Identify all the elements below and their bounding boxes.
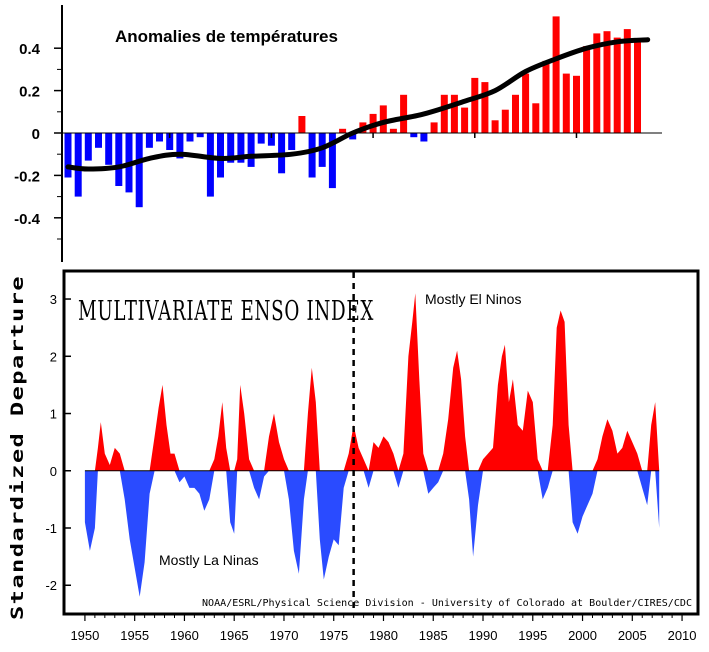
enso-x-tick-label: 2010	[668, 628, 697, 643]
temperature-bar-1977	[339, 128, 347, 133]
temperature-y-tick-label: 0.2	[19, 84, 40, 101]
enso-x-tick-label: 1980	[369, 628, 398, 643]
temperature-bar-1992	[491, 120, 499, 133]
enso-y-tick-label: 1	[50, 407, 57, 422]
enso-x-tick-label: 1995	[518, 628, 547, 643]
temperature-bar-1965	[217, 133, 224, 178]
temperature-bar-1993	[501, 109, 509, 133]
temperature-y-tick-label: 0	[32, 126, 40, 143]
temperature-trend-line	[65, 37, 651, 172]
temperature-bar-1983	[400, 94, 408, 133]
temperature-bar-1988	[450, 94, 458, 133]
temperature-bar-1968	[247, 133, 255, 167]
temperature-bar-1990	[471, 77, 479, 133]
temperature-bar-1952	[84, 133, 92, 161]
temperature-y-ticks: 0.4 0.2 0 -0.2 -0.4	[14, 41, 62, 240]
temperature-bar-2005	[623, 29, 631, 134]
annotation-la-ninas: Mostly La Ninas	[159, 552, 259, 568]
temperature-y-tick-label: -0.4	[14, 211, 41, 228]
temperature-bar-1967	[237, 133, 245, 163]
temperature-bar-1954	[105, 133, 113, 165]
temperature-bar-2000	[573, 75, 580, 133]
enso-credit-line: NOAA/ESRL/Physical Science Division - Un…	[202, 598, 692, 609]
temperature-bar-1985	[420, 133, 428, 142]
temperature-bar-1961	[176, 133, 184, 159]
temperature-bars	[64, 16, 641, 208]
temperature-bar-1959	[156, 133, 163, 142]
temperature-bar-1991	[481, 82, 489, 133]
enso-plot-border	[62, 269, 700, 616]
enso-chart-title: MULTIVARIATE ENSO INDEX	[78, 296, 374, 327]
temperature-bar-1966	[227, 133, 235, 163]
annotation-el-ninos: Mostly El Ninos	[425, 291, 521, 307]
temperature-bar-1972	[288, 133, 296, 150]
enso-positive-area	[84, 293, 660, 471]
enso-x-tick-label: 1970	[270, 628, 299, 643]
temperature-bar-2002	[593, 33, 601, 133]
temperature-bar-1982	[389, 128, 397, 133]
enso-x-tick-label: 1990	[469, 628, 498, 643]
temperature-bar-1989	[461, 107, 469, 133]
temperature-bar-1984	[410, 133, 418, 138]
temperature-bar-1970	[267, 133, 275, 146]
temperature-bar-1981	[379, 105, 387, 133]
enso-x-tick-label: 1975	[319, 628, 348, 643]
temperature-bar-1960	[166, 133, 174, 150]
temperature-bar-1958	[145, 133, 153, 148]
enso-y-tick-label: 2	[50, 349, 57, 364]
enso-x-tick-label: 1985	[419, 628, 448, 643]
temperature-bar-1950	[64, 133, 72, 178]
temperature-bar-2001	[583, 46, 591, 133]
enso-y-tick-label: 3	[50, 292, 57, 307]
enso-x-tick-label: 1965	[220, 628, 249, 643]
enso-y-tick-label: -1	[45, 521, 57, 536]
enso-x-ticks: 1950 1955 1960 1965 1970 1975 1980 1985 1990 1995…	[70, 614, 697, 643]
temperature-bar-1973	[298, 116, 306, 133]
enso-x-tick-label: 1960	[170, 628, 199, 643]
enso-y-axis-label: Standardized Departure	[8, 275, 28, 620]
enso-x-tick-label: 2000	[568, 628, 597, 643]
temperature-bar-1997	[542, 60, 550, 133]
temperature-bar-2004	[613, 37, 621, 133]
enso-y-tick-label: -2	[45, 578, 57, 593]
enso-x-tick-label: 1955	[120, 628, 149, 643]
temperature-bar-1962	[186, 133, 194, 142]
temperature-bar-1987	[440, 94, 448, 133]
temperature-bar-1969	[257, 133, 265, 144]
temperature-bar-1953	[95, 133, 102, 148]
temperature-bar-1978	[349, 133, 357, 140]
temperature-bar-1998	[552, 16, 560, 133]
temperature-bar-1976	[328, 133, 336, 189]
temperature-bar-1995	[522, 73, 530, 133]
temperature-bar-2003	[603, 31, 611, 134]
temperature-bar-2006	[634, 39, 641, 134]
temperature-bar-1957	[135, 133, 143, 208]
temperature-y-tick-label: 0.4	[19, 41, 41, 58]
temperature-bar-1986	[430, 122, 438, 133]
enso-negative-area	[84, 470, 660, 597]
enso-x-tick-label: 1950	[70, 628, 99, 643]
temperature-bar-1996	[532, 103, 540, 133]
enso-y-tick-label: 0	[50, 464, 57, 479]
temperature-bar-1963	[196, 133, 204, 138]
temperature-bar-1955	[115, 133, 123, 186]
enso-y-ticks: 3 2 1 0 -1 -2	[45, 292, 71, 593]
enso-x-tick-label: 2005	[618, 628, 647, 643]
temperature-bar-1999	[562, 73, 570, 133]
temperature-bar-1964	[206, 133, 214, 197]
temperature-bar-1951	[74, 133, 82, 197]
temperature-bar-1994	[512, 94, 519, 133]
temperature-x-ticks	[168, 133, 578, 138]
temperature-chart-title: Anomalies de températures	[115, 27, 338, 46]
temperature-bar-1974	[308, 133, 316, 178]
temperature-y-tick-label: -0.2	[14, 168, 40, 185]
temperature-anomaly-chart: 0.4 0.2 0 -0.2 -0.4 Anomalies de température…	[14, 5, 662, 262]
enso-index-chart: 3 2 1 0 -1 -2 1950 1955 1960 1965 1970 1975 1980 198…	[8, 269, 700, 643]
